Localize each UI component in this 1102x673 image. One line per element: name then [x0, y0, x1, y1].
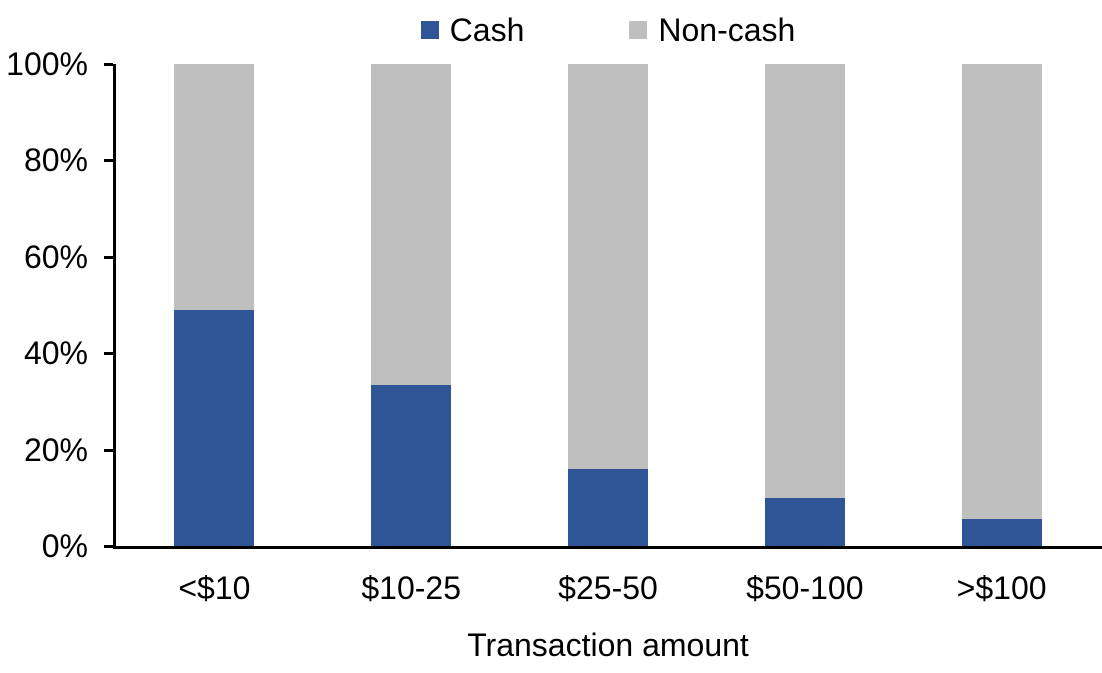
y-axis-tick-label: 100%	[6, 46, 88, 82]
bar-segment-cash	[174, 309, 255, 546]
y-axis-tick-label: 80%	[23, 142, 88, 179]
bar-segment-non-cash	[371, 64, 452, 385]
legend-label-noncash: Non-cash	[658, 12, 796, 48]
y-axis-tick	[104, 255, 113, 259]
y-axis-tick-label: 20%	[23, 431, 88, 468]
x-axis-category-label: <$10	[178, 570, 251, 606]
bar-segment-cash	[568, 468, 648, 546]
y-axis-tick	[104, 63, 113, 66]
bar-segment-cash	[961, 519, 1042, 546]
y-axis-tick-label: 0%	[41, 528, 88, 564]
legend-item-noncash: Non-cash	[629, 14, 795, 46]
chart-legend: Cash Non-cash	[116, 10, 1100, 50]
y-axis-tick	[104, 352, 113, 356]
x-axis-category-label: $25-50	[558, 570, 658, 606]
x-axis-category-label: >$100	[956, 570, 1047, 606]
x-axis-line	[113, 546, 1102, 549]
bar-segment-non-cash	[961, 64, 1042, 520]
y-axis-tick-label: 40%	[23, 335, 88, 372]
y-axis-tick-label: 60%	[23, 238, 88, 275]
legend-swatch-cash	[420, 21, 439, 39]
legend-item-cash: Cash	[420, 12, 525, 48]
legend-swatch-noncash	[629, 21, 648, 39]
y-axis-tick	[104, 159, 113, 163]
bar-segment-non-cash	[568, 64, 648, 469]
bar-segment-non-cash	[764, 64, 845, 498]
x-axis-category-label: $50-100	[746, 570, 864, 606]
bar-segment-non-cash	[174, 64, 255, 310]
y-axis-tick	[104, 448, 113, 452]
bar-segment-cash	[371, 384, 452, 546]
x-axis-category-label: $10-25	[361, 570, 461, 606]
bar-segment-cash	[764, 497, 845, 546]
x-axis-title: Transaction amount	[467, 627, 749, 663]
legend-label-cash: Cash	[449, 12, 525, 48]
y-axis-tick	[104, 545, 113, 548]
y-axis-line	[113, 64, 116, 549]
